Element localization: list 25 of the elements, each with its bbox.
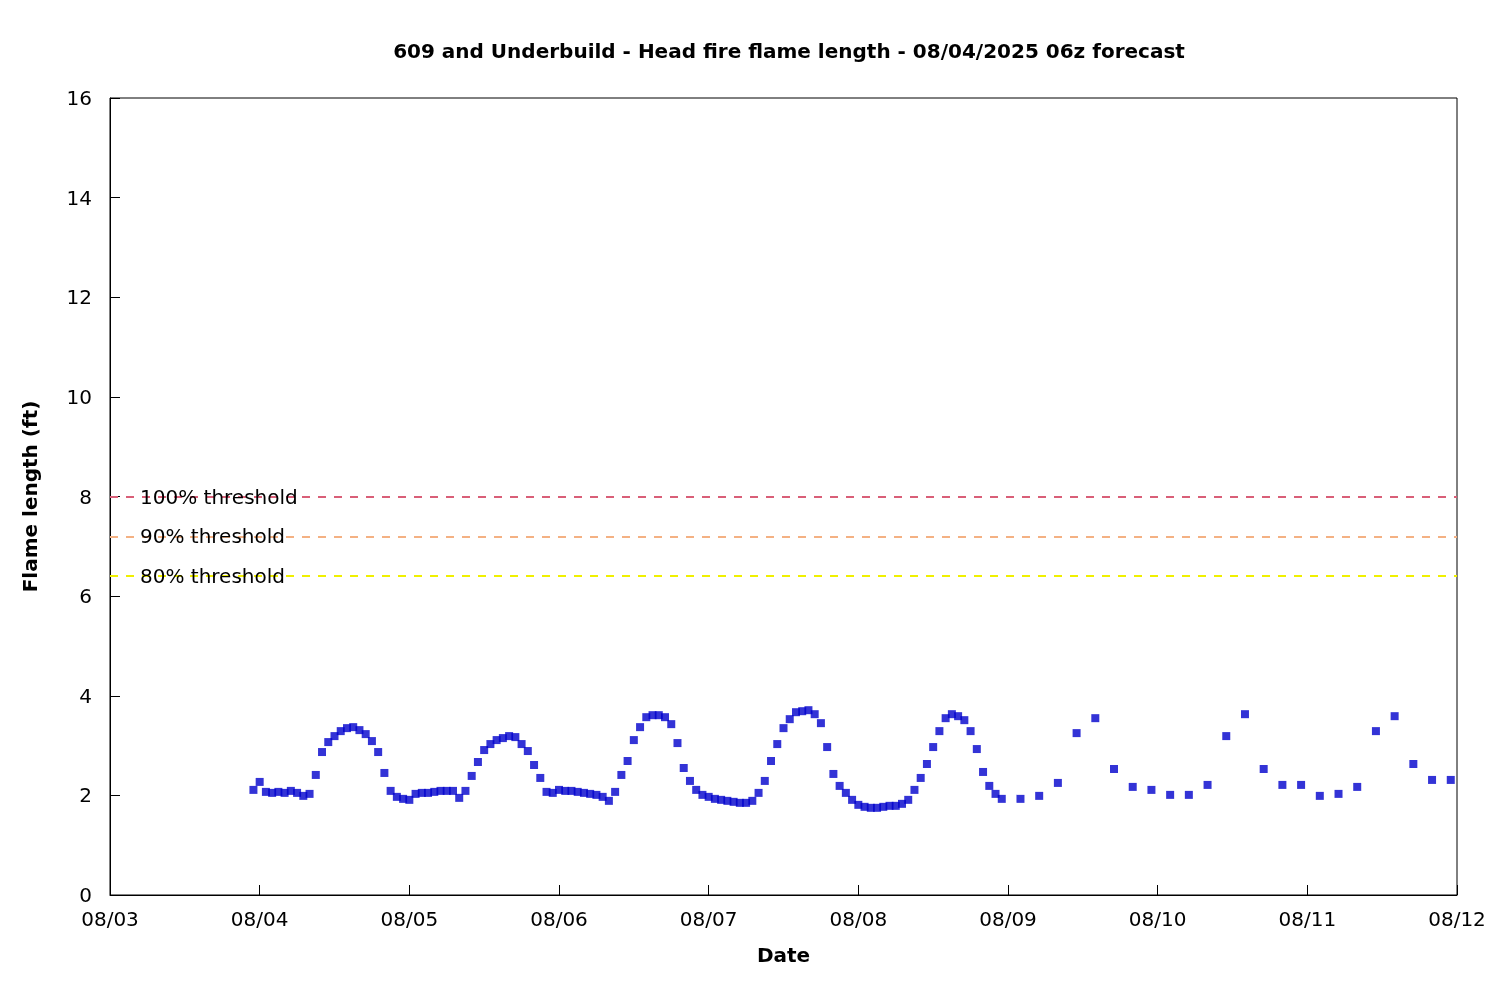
x-tick-label: 08/08 — [829, 907, 888, 931]
x-tick-label: 08/06 — [530, 907, 588, 931]
x-tick-label: 08/12 — [1428, 907, 1486, 931]
y-tick-label: 10 — [66, 384, 92, 409]
x-tick-label: 08/04 — [230, 907, 289, 931]
y-tick-label: 4 — [79, 683, 92, 708]
chart-title: 609 and Underbuild - Head fire flame length - 08/04/2025 06z forecast — [393, 39, 1186, 63]
ref-line-label: 90% threshold — [140, 524, 285, 549]
y-tick-label: 12 — [66, 285, 92, 310]
x-tick-label: 08/10 — [1128, 907, 1187, 931]
y-tick-label: 2 — [79, 783, 92, 808]
ref-line-label: 80% threshold — [140, 564, 285, 589]
x-tick-label: 08/05 — [380, 907, 439, 931]
y-tick-label: 16 — [66, 86, 92, 110]
y-tick-label: 14 — [66, 185, 92, 210]
y-tick-label: 8 — [79, 484, 92, 509]
y-tick-label: 0 — [79, 883, 92, 907]
y-tick-label: 6 — [79, 584, 92, 609]
x-tick-label: 08/11 — [1278, 907, 1337, 931]
x-axis-title: Date — [756, 943, 811, 967]
y-axis-title: Flame length (ft) — [18, 400, 42, 593]
x-tick-label: 08/09 — [979, 907, 1037, 931]
ref-line-label: 100% threshold — [140, 484, 298, 509]
x-tick-label: 08/07 — [679, 907, 738, 931]
x-tick-label: 08/03 — [81, 907, 139, 931]
